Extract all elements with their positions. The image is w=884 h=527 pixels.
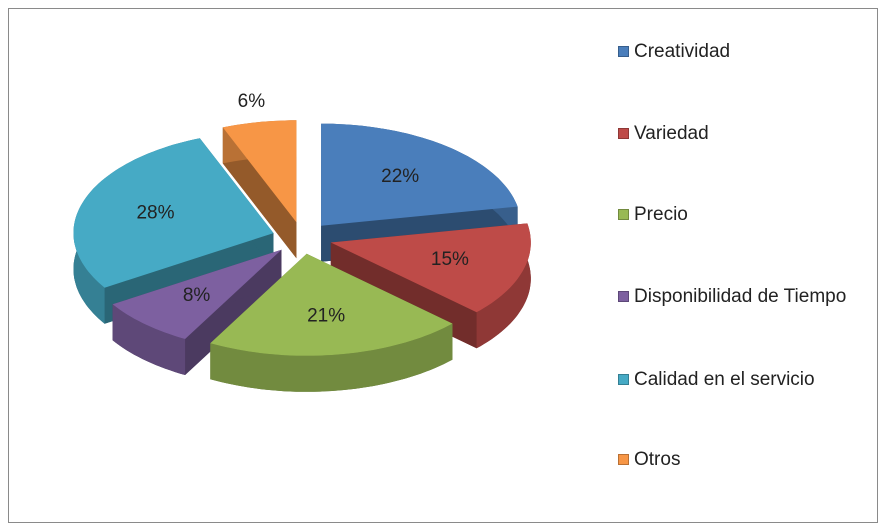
slice-top <box>210 253 453 356</box>
legend-label: Variedad <box>634 123 709 144</box>
legend-label: Calidad en el servicio <box>634 369 815 390</box>
legend-entry: Otros <box>618 446 858 473</box>
legend-swatch <box>618 128 629 139</box>
slice-top <box>112 249 282 339</box>
legend-label: Otros <box>634 449 681 470</box>
slice <box>210 253 453 392</box>
data-label: 21% <box>307 305 345 326</box>
legend-swatch <box>618 209 629 220</box>
slice <box>112 249 282 375</box>
legend-swatch <box>618 454 629 465</box>
legend-swatch <box>618 46 629 57</box>
slice-top <box>222 120 297 223</box>
slice-top <box>73 138 274 288</box>
chart-frame <box>8 8 878 523</box>
slice-side <box>210 323 453 392</box>
slice-side <box>112 304 186 375</box>
legend-entry: Creatividad <box>618 38 858 65</box>
data-label: 22% <box>381 166 419 187</box>
legend-swatch <box>618 291 629 302</box>
legend-label: Disponibilidad de Tiempo <box>634 286 847 307</box>
slice-top <box>330 223 531 313</box>
legend-swatch <box>618 374 629 385</box>
legend-entry: Disponibilidad de Tiempo <box>618 283 858 310</box>
data-label: 6% <box>238 91 266 112</box>
legend-entry: Precio <box>618 201 858 228</box>
data-label: 28% <box>136 203 174 224</box>
legend-entry: Calidad en el servicio <box>618 366 858 393</box>
slice-side <box>476 223 531 349</box>
slice <box>222 120 297 259</box>
legend-label: Creatividad <box>634 41 731 62</box>
data-label: 8% <box>183 285 211 306</box>
slice-top <box>321 123 518 226</box>
legend-label: Precio <box>634 204 688 225</box>
legend-entry: Variedad <box>618 120 858 147</box>
data-label: 15% <box>431 249 469 270</box>
